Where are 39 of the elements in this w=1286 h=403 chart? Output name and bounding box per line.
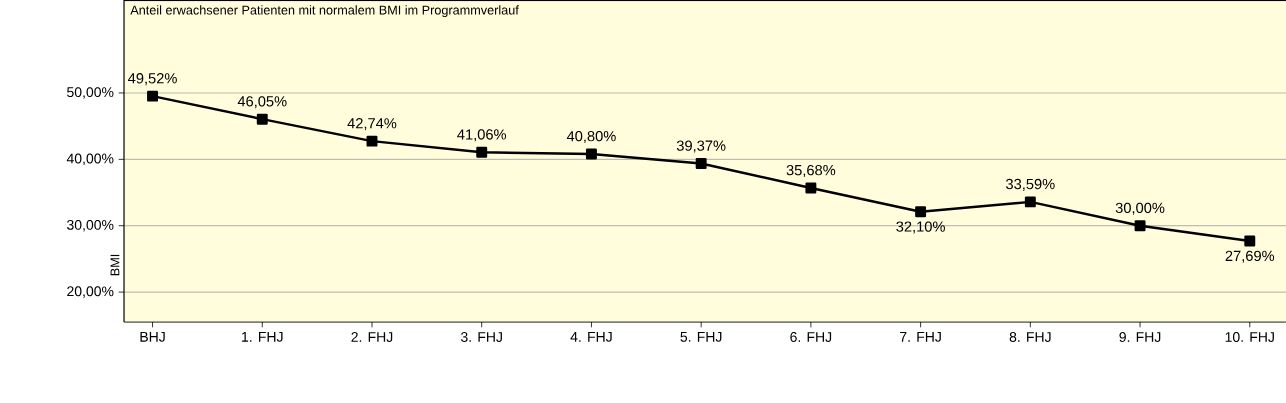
point <box>1024 196 1036 208</box>
x-tick-label: 5. FHJ <box>680 332 722 342</box>
data-label: 35,68% <box>786 164 836 178</box>
x-tick-label: 8. FHJ <box>1009 332 1051 342</box>
data-label: 30,00% <box>1115 202 1165 215</box>
y-tick-label: 30,00% <box>67 219 114 232</box>
data-label: 33,59% <box>1006 178 1055 191</box>
x-tick-label: BHJ <box>140 332 165 342</box>
x-tick-label: 7. FHJ <box>900 332 941 342</box>
data-label: 41,06% <box>457 129 507 142</box>
data-label: 46,05% <box>237 96 287 109</box>
point <box>695 158 707 169</box>
point <box>915 206 927 218</box>
y-tick-label: 20,00% <box>67 286 114 298</box>
y-axis-title: BMI <box>110 254 120 276</box>
x-tick-label: 4. FHJ <box>570 332 612 342</box>
data-label: 40,80% <box>566 130 616 144</box>
y-tick-label: 50,00% <box>67 87 114 99</box>
point <box>585 148 597 160</box>
point <box>805 182 817 194</box>
x-tick-label: 9. FHJ <box>1119 332 1161 342</box>
data-label: 39,37% <box>676 140 726 153</box>
data-label: 27,69% <box>1225 250 1275 263</box>
x-tick-label: 6. FHJ <box>790 332 832 342</box>
point <box>1244 235 1256 247</box>
point <box>476 146 488 158</box>
y-tick-label: 40,00% <box>66 153 114 166</box>
point <box>147 90 159 102</box>
data-label: 32,10% <box>896 221 945 234</box>
data-label: 49,52% <box>128 73 177 86</box>
point <box>366 135 378 147</box>
x-tick-label: 3. FHJ <box>460 332 502 342</box>
x-tick-label: 1. FHJ <box>242 332 283 342</box>
data-label: 42,74% <box>347 118 397 131</box>
x-tick-label: 2. FHJ <box>351 332 393 342</box>
chart-title: Anteil erwachsener Patienten mit normalem BMI im Programmverlauf <box>130 5 519 18</box>
point <box>256 113 268 125</box>
point <box>1134 220 1146 232</box>
x-tick-label: 10. FHJ <box>1225 332 1274 342</box>
